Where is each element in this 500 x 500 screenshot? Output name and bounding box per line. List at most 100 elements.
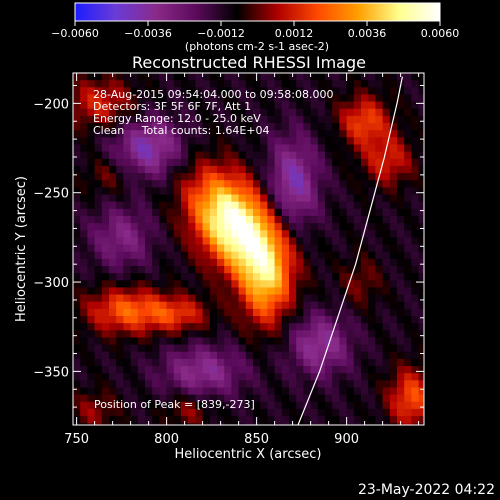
- heatmap-cell: [332, 101, 340, 110]
- heatmap-cell: [152, 408, 160, 417]
- heatmap-cell: [231, 94, 240, 103]
- heatmap-cell: [310, 416, 319, 424]
- heatmap-cell: [260, 223, 268, 231]
- heatmap-cell: [80, 237, 88, 246]
- heatmap-cell: [397, 123, 405, 131]
- heatmap-cell: [267, 351, 276, 360]
- heatmap-cell: [418, 73, 424, 81]
- heatmap-cell: [368, 144, 376, 153]
- heatmap-cell: [217, 115, 225, 124]
- heatmap-cell: [73, 273, 81, 281]
- heatmap-cell: [368, 73, 376, 81]
- heatmap-cell: [159, 158, 168, 167]
- heatmap-cell: [87, 373, 96, 381]
- heatmap-cell: [195, 101, 204, 110]
- heatmap-cell: [418, 194, 424, 203]
- heatmap-cell: [339, 244, 348, 253]
- heatmap-cell: [109, 180, 117, 188]
- heatmap-cell: [94, 373, 103, 381]
- heatmap-cell: [202, 294, 211, 303]
- heatmap-cell: [289, 344, 297, 353]
- heatmap-cell: [181, 280, 189, 289]
- heatmap-cell: [346, 187, 355, 196]
- heatmap-cell: [404, 201, 412, 210]
- heatmap-cell: [317, 101, 326, 110]
- heatmap-cell: [260, 144, 268, 153]
- heatmap-cell: [224, 308, 232, 317]
- heatmap-cell: [260, 151, 268, 160]
- heatmap-cell: [382, 280, 391, 289]
- heatmap-cell: [411, 308, 420, 317]
- heatmap-cell: [224, 165, 232, 174]
- heatmap-cell: [217, 366, 225, 374]
- heatmap-cell: [195, 337, 204, 346]
- heatmap-cell: [159, 151, 168, 160]
- heatmap-cell: [80, 308, 88, 317]
- heatmap-cell: [368, 273, 376, 281]
- heatmap-cell: [389, 101, 398, 110]
- heatmap-cell: [411, 408, 420, 417]
- heatmap-cell: [80, 94, 88, 103]
- heatmap-cell: [166, 251, 175, 260]
- heatmap-cell: [137, 108, 146, 117]
- heatmap-cell: [245, 358, 254, 367]
- heatmap-cell: [310, 223, 319, 231]
- heatmap-cell: [130, 108, 139, 117]
- heatmap-cell: [231, 208, 240, 217]
- heatmap-cell: [94, 201, 103, 210]
- heatmap-cell: [267, 80, 276, 88]
- heatmap-cell: [217, 387, 225, 396]
- heatmap-cell: [325, 187, 333, 196]
- heatmap-cell: [202, 380, 211, 389]
- heatmap-cell: [368, 130, 376, 138]
- heatmap-cell: [145, 316, 153, 324]
- heatmap-cell: [245, 251, 254, 260]
- heatmap-cell: [202, 401, 211, 410]
- heatmap-cell: [109, 351, 117, 360]
- heatmap-cell: [325, 251, 333, 260]
- heatmap-cell: [274, 380, 283, 389]
- heatmap-cell: [397, 201, 405, 210]
- heatmap-cell: [94, 87, 103, 96]
- heatmap-cell: [260, 351, 268, 360]
- heatmap-cell: [188, 201, 196, 210]
- heatmap-cell: [238, 330, 247, 339]
- heatmap-cell: [209, 123, 218, 131]
- heatmap-cell: [202, 208, 211, 217]
- heatmap-cell: [346, 294, 355, 303]
- heatmap-cell: [224, 323, 232, 331]
- heatmap-cell: [130, 223, 139, 231]
- heatmap-cell: [109, 201, 117, 210]
- heatmap-cell: [274, 416, 283, 424]
- heatmap-cell: [238, 158, 247, 167]
- heatmap-cell: [109, 108, 117, 117]
- heatmap-cell: [123, 244, 132, 253]
- heatmap-cell: [137, 330, 146, 339]
- heatmap-cell: [109, 237, 117, 246]
- heatmap-cell: [137, 201, 146, 210]
- heatmap-cell: [382, 115, 391, 124]
- heatmap-cell: [245, 423, 254, 425]
- heatmap-cell: [375, 94, 384, 103]
- heatmap-cell: [397, 251, 405, 260]
- heatmap-cell: [267, 123, 276, 131]
- heatmap-cell: [332, 87, 340, 96]
- heatmap-cell: [217, 323, 225, 331]
- heatmap-cell: [159, 358, 168, 367]
- heatmap-cell: [173, 87, 182, 96]
- solar-limb-line: [297, 76, 403, 425]
- heatmap-cell: [94, 73, 103, 81]
- heatmap-cell: [389, 337, 398, 346]
- heatmap-cell: [310, 73, 319, 81]
- heatmap-cell: [361, 380, 369, 389]
- heatmap-cell: [310, 187, 319, 196]
- heatmap-cell: [339, 115, 348, 124]
- heatmap-cell: [195, 230, 204, 238]
- heatmap-cell: [217, 280, 225, 289]
- heatmap-cell: [353, 137, 362, 146]
- heatmap-cell: [209, 108, 218, 117]
- heatmap-cell: [181, 230, 189, 238]
- heatmap-cell: [109, 115, 117, 124]
- heatmap-cell: [245, 180, 254, 188]
- heatmap-cell: [73, 366, 81, 374]
